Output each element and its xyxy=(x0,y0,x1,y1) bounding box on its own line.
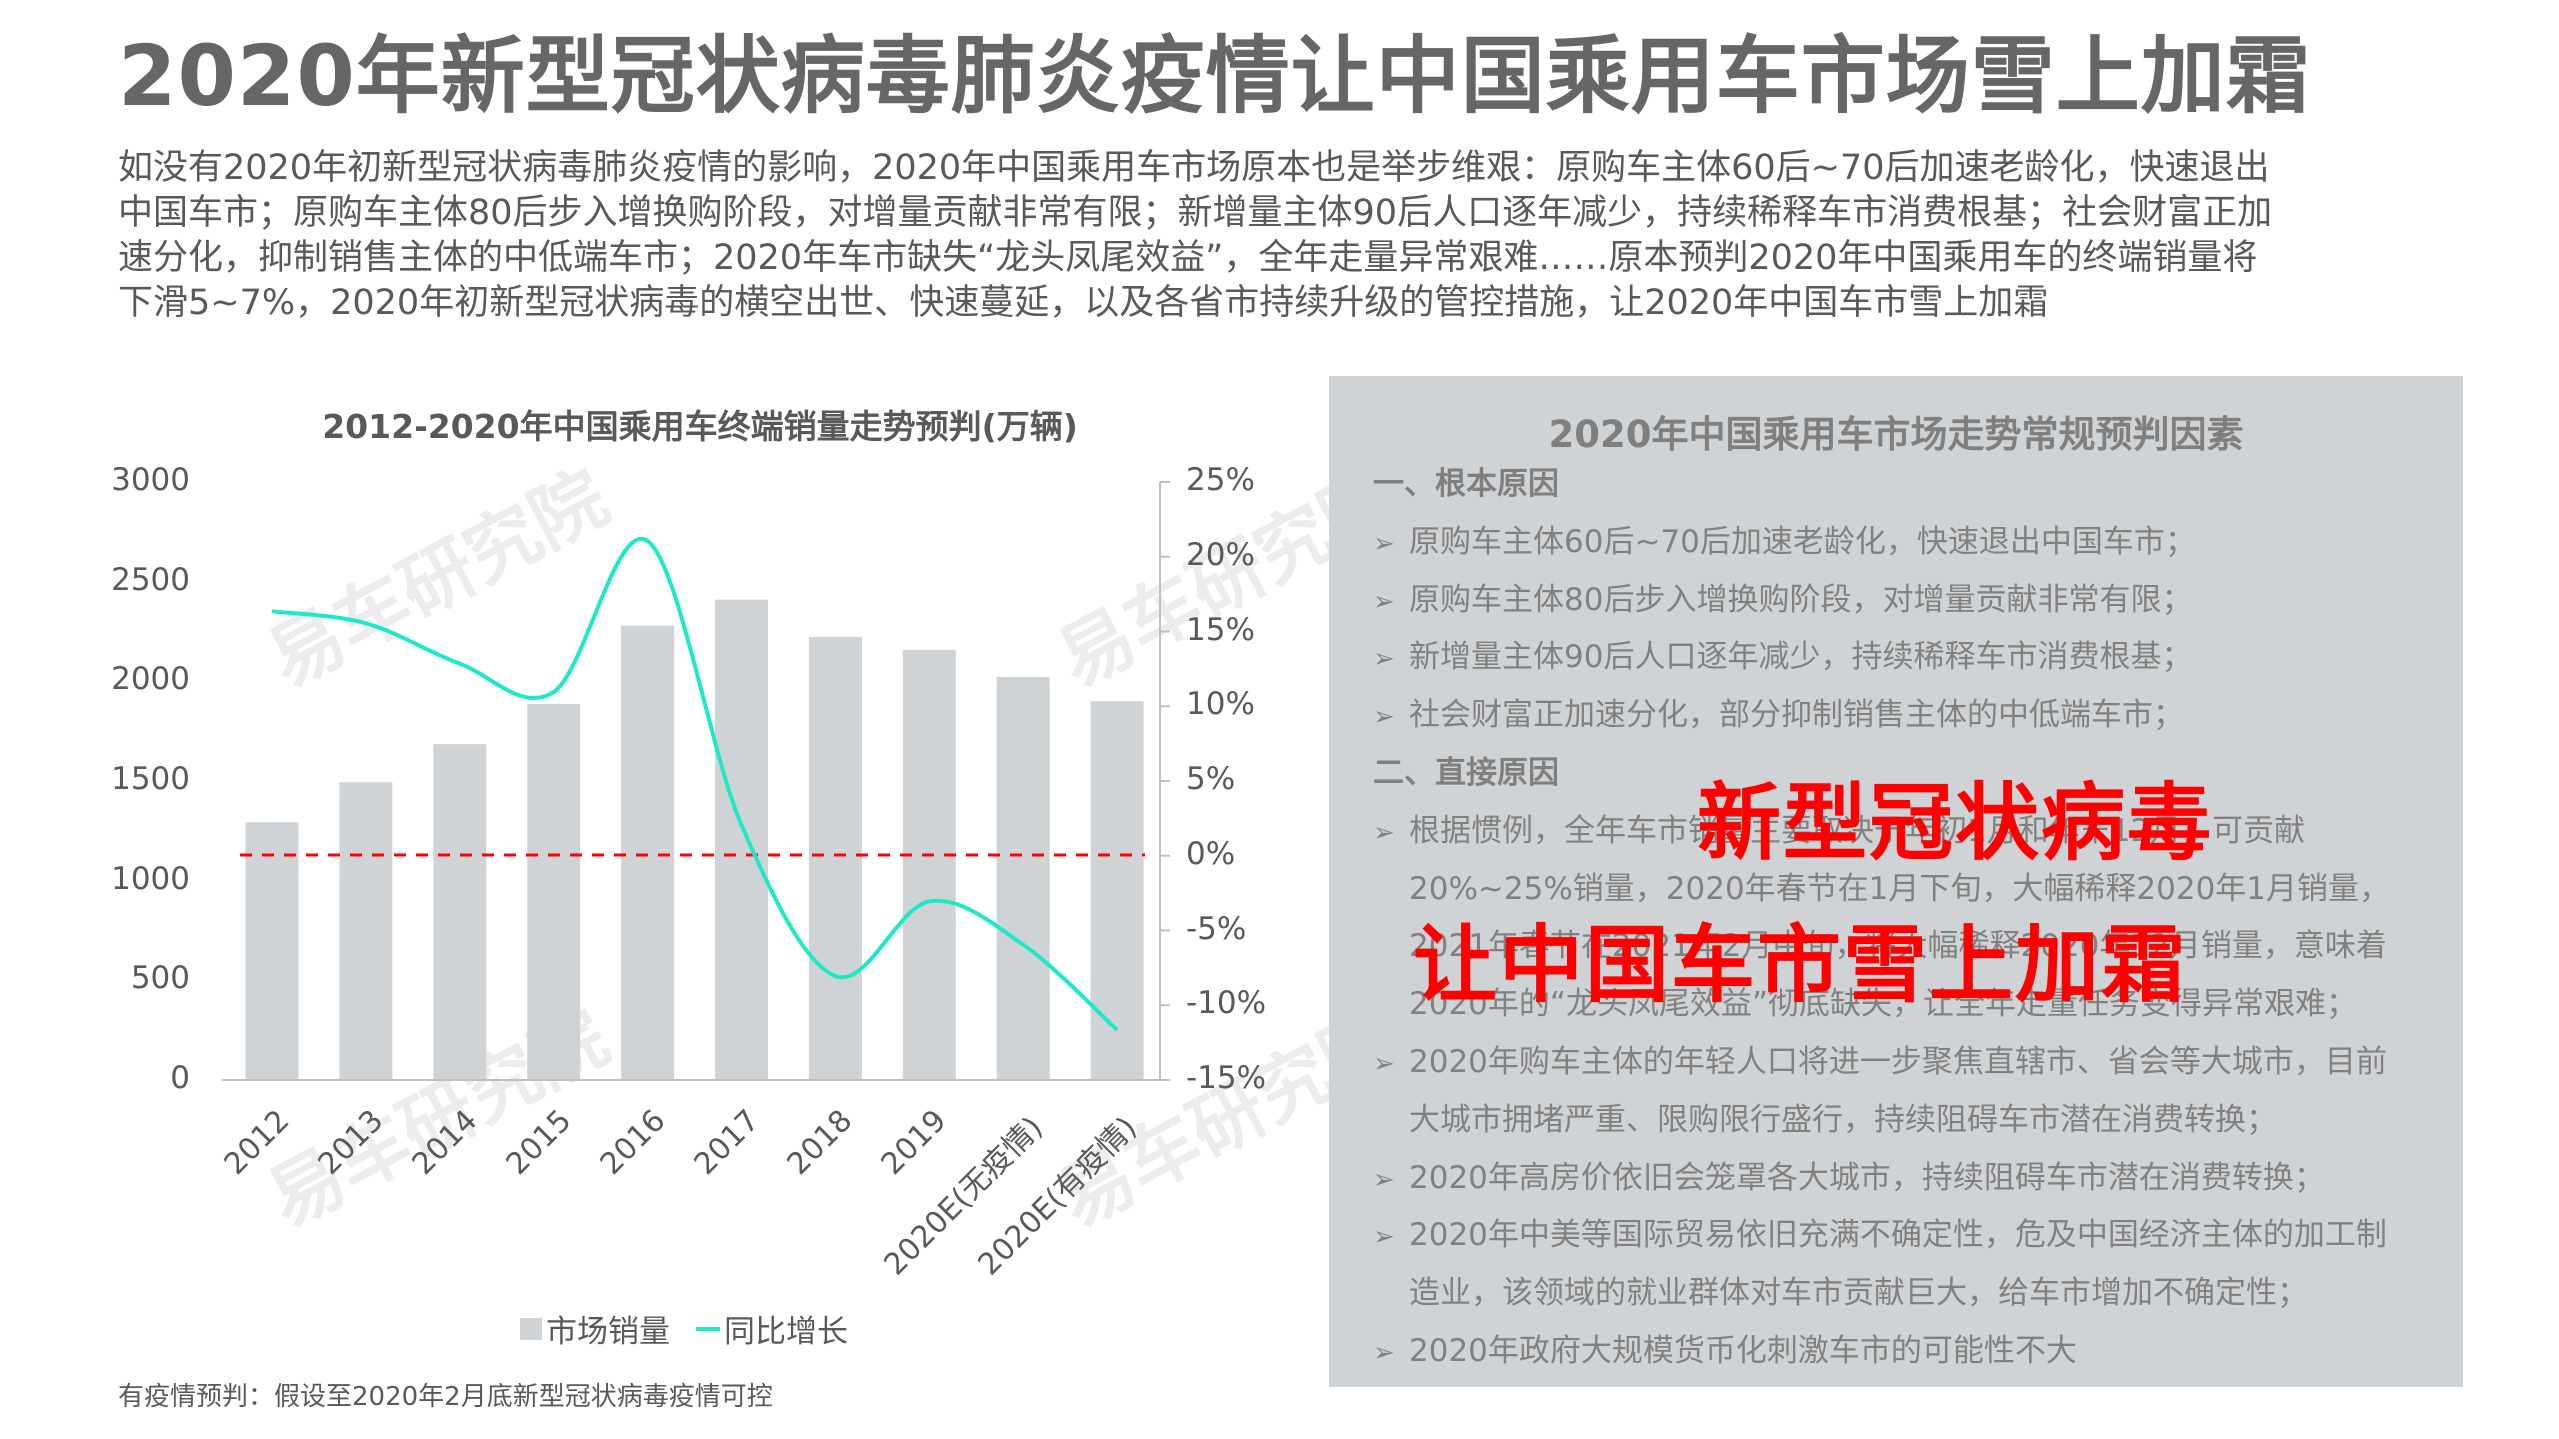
bullet-item: ➢ 2020年购车主体的年轻人口将进一步聚焦直辖市、省会等大城市，目前 xyxy=(1373,1036,2387,1081)
y-tick-right: 10% xyxy=(1186,686,1255,723)
arrow-right-icon: ➢ xyxy=(1373,1164,1395,1195)
y-tick-right: 25% xyxy=(1186,462,1255,498)
overlay-headline-2: 让中国车市雪上加霜 xyxy=(1413,916,2188,1014)
section-heading: 一、根本原因 xyxy=(1373,466,1559,502)
arrow-right-icon: ➢ xyxy=(1373,1222,1395,1253)
bullet-text: 2020年政府大规模货币化刺激车市的可能性不大 xyxy=(1409,1333,2077,1369)
bar xyxy=(1090,701,1144,1080)
bullet-item: ➢ 社会财富正加速分化，部分抑制销售主体的中低端车市； xyxy=(1373,689,2184,734)
bar xyxy=(902,649,956,1080)
bar xyxy=(808,636,862,1080)
bar xyxy=(433,744,487,1080)
growth-line xyxy=(271,536,1119,1032)
arrow-right-icon: ➢ xyxy=(1373,702,1395,733)
bullet-item: ➢ 新增量主体90后人口逐年减少，持续稀释车市消费根基； xyxy=(1373,631,2192,676)
bullet-text: 2020年高房价依旧会笼罩各大城市，持续阻碍车市潜在消费转换； xyxy=(1409,1159,2325,1196)
factors-panel: 2020年中国乘用车市场走势常规预判因素 一、根本原因 ➢ 原购车主体60后~70后… xyxy=(1329,376,2463,1387)
bullet-text: 根据惯例，全年车市销量主要取决于年初1月和年末12月，可贡献 xyxy=(1409,812,2306,849)
arrow-right-icon: ➢ xyxy=(1373,1338,1395,1368)
bullet-item: ➢ 根据惯例，全年车市销量主要取决于年初1月和年末12月，可贡献 xyxy=(1373,805,2305,850)
panel-title: 2020年中国乘用车市场走势常规预判因素 xyxy=(1548,413,2244,456)
y-tick-right: -15% xyxy=(1186,1060,1267,1096)
y-tick-left: 500 xyxy=(130,960,190,997)
y-tick-left: 1500 xyxy=(111,761,190,797)
arrow-right-icon: ➢ xyxy=(1373,817,1395,848)
bullet-item: ➢ 2020年政府大规模货币化刺激车市的可能性不大 xyxy=(1373,1325,2077,1370)
y-tick-left: 0 xyxy=(170,1060,190,1096)
bar xyxy=(715,599,768,1080)
footnote: 有疫情预判：假设至2020年2月底新型冠状病毒疫情可控 xyxy=(118,1382,773,1412)
legend-line-label: 同比增长 xyxy=(724,1314,848,1350)
y-tick-right: -10% xyxy=(1186,985,1267,1022)
y-tick-right: 0% xyxy=(1186,835,1236,872)
bar xyxy=(245,822,299,1080)
bullet-continuation: 20%~25%销量，2020年春节在1月下旬，大幅稀释2020年1月销量， xyxy=(1409,870,2391,907)
chart-title: 2012-2020年中国乘用车终端销量走势预判(万辆) xyxy=(322,407,1078,446)
chart-legend: 市场销量 同比增长 xyxy=(520,1306,848,1351)
arrow-right-icon: ➢ xyxy=(1373,1049,1395,1079)
bullet-continuation: 2020年的“龙头凤尾效益”彻底缺失，让全年走量任务变得异常艰难； xyxy=(1409,986,2358,1023)
section-heading: 二、直接原因 xyxy=(1373,755,1559,791)
intro-paragraph: 如没有2020年初新型冠状病毒肺炎疫情的影响，2020年中国乘用车市场原本也是举… xyxy=(118,146,2478,326)
intro-line: 下滑5~7%，2020年初新型冠状病毒的横空出世、快速蔓延，以及各省市持续升级的… xyxy=(118,283,2049,323)
bar xyxy=(527,704,581,1080)
intro-line: 如没有2020年初新型冠状病毒肺炎疫情的影响，2020年中国乘用车市场原本也是举… xyxy=(118,148,2270,188)
bullet-continuation: 造业，该领域的就业群体对车市贡献巨大，给车市增加不确定性； xyxy=(1409,1275,2308,1312)
overlay-headline-1: 新型冠状病毒 xyxy=(1697,774,2214,872)
y-tick-left: 3000 xyxy=(111,462,190,498)
y-tick-right: -5% xyxy=(1186,910,1247,947)
bullet-text: 2020年中美等国际贸易依旧充满不确定性，危及中国经济主体的加工制 xyxy=(1409,1217,2387,1254)
arrow-right-icon: ➢ xyxy=(1373,586,1395,617)
intro-line: 中国车市；原购车主体80后步入增换购阶段，对增量贡献非常有限；新增量主体90后人… xyxy=(118,193,2273,233)
page-title: 2020年新型冠状病毒肺炎疫情让中国乘用车市场雪上加霜 xyxy=(118,27,2311,125)
bullet-text: 原购车主体80后步入增换购阶段，对增量贡献非常有限； xyxy=(1409,581,2193,618)
intro-line: 速分化，抑制销售主体的中低端车市；2020年车市缺失“龙头凤尾效益”，全年走量异… xyxy=(118,238,2258,278)
bullet-item: ➢ 2020年中美等国际贸易依旧充满不确定性，危及中国经济主体的加工制 xyxy=(1373,1209,2387,1254)
bullet-text: 新增量主体90后人口逐年减少，持续稀释车市消费根基； xyxy=(1409,639,2193,676)
arrow-right-icon: ➢ xyxy=(1373,528,1395,559)
bar xyxy=(339,782,393,1080)
bar xyxy=(621,625,675,1080)
y-tick-right: 20% xyxy=(1186,536,1255,573)
bar xyxy=(996,676,1050,1080)
bullet-continuation: 2021年春节在2021年2月中旬，将大幅稀释2020年12月销量，意味着 xyxy=(1409,928,2387,965)
y-tick-left: 1000 xyxy=(111,860,190,897)
arrow-right-icon: ➢ xyxy=(1373,644,1395,675)
bullet-text: 2020年购车主体的年轻人口将进一步聚焦直辖市、省会等大城市，目前 xyxy=(1409,1044,2387,1080)
bullet-text: 原购车主体60后~70后加速老龄化，快速退出中国车市； xyxy=(1409,523,2196,560)
legend-bar-swatch-icon xyxy=(520,1317,542,1340)
bullet-text: 社会财富正加速分化，部分抑制销售主体的中低端车市； xyxy=(1409,697,2184,734)
legend-bar-label: 市场销量 xyxy=(546,1314,670,1350)
y-tick-left: 2500 xyxy=(111,561,190,598)
legend-line-swatch-icon xyxy=(696,1326,720,1331)
bullet-continuation: 大城市拥堵严重、限购限行盛行，持续阻碍车市潜在消费转换； xyxy=(1409,1101,2277,1138)
bullet-item: ➢ 原购车主体60后~70后加速老龄化，快速退出中国车市； xyxy=(1373,516,2196,561)
y-tick-right: 5% xyxy=(1186,761,1236,797)
chart-plot xyxy=(222,481,1170,1081)
y-tick-left: 2000 xyxy=(111,661,190,698)
bullet-item: ➢ 2020年高房价依旧会笼罩各大城市，持续阻碍车市潜在消费转换； xyxy=(1373,1152,2325,1197)
y-tick-right: 15% xyxy=(1186,611,1255,648)
bullet-item: ➢ 原购车主体80后步入增换购阶段，对增量贡献非常有限； xyxy=(1373,574,2192,619)
